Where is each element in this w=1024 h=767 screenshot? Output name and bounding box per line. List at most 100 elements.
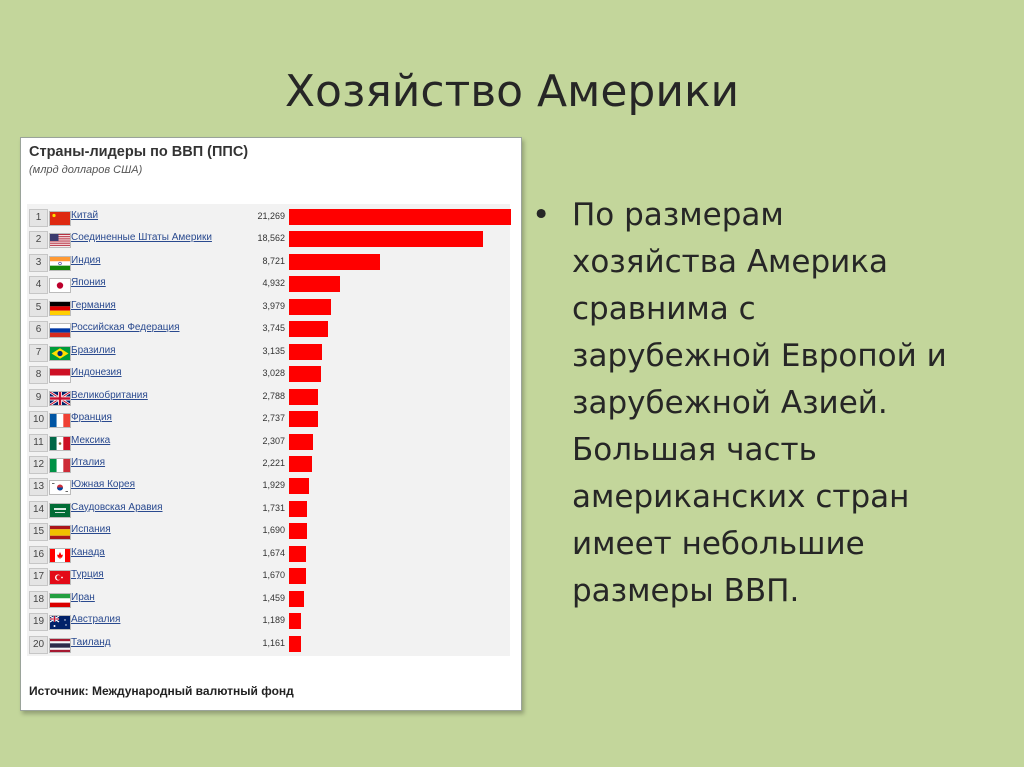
- gdp-bar: [289, 568, 307, 585]
- bullet-dot: •: [532, 197, 551, 233]
- canada-flag-icon: [49, 547, 71, 563]
- south-korea-flag-icon: [49, 480, 71, 496]
- country-link[interactable]: Турция: [71, 569, 104, 581]
- gdp-bar: [289, 366, 321, 383]
- chart-row: 8 Индонезия 3,028: [27, 363, 510, 386]
- country-link[interactable]: Соединенные Штаты Америки: [71, 232, 212, 244]
- country-link[interactable]: Франция: [71, 412, 112, 424]
- country-link[interactable]: Саудовская Аравия: [71, 501, 163, 513]
- value-label: 3,979: [262, 300, 285, 311]
- chart-row: 3 Индия 8,721: [27, 251, 510, 274]
- country-link[interactable]: Таиланд: [71, 636, 111, 648]
- gdp-bar: [289, 478, 310, 495]
- country-link[interactable]: Испания: [71, 524, 111, 536]
- rank-label: 19: [29, 613, 48, 632]
- india-flag-icon: [49, 255, 71, 271]
- chart-title: Страны-лидеры по ВВП (ППС): [29, 144, 249, 160]
- chart-row: 12 Италия 2,221: [27, 453, 510, 476]
- germany-flag-icon: [49, 300, 71, 316]
- gdp-bar: [289, 613, 302, 630]
- country-link[interactable]: Индия: [71, 254, 101, 266]
- rank-label: 6: [29, 321, 48, 340]
- value-label: 8,721: [262, 255, 285, 266]
- gdp-bar: [289, 433, 314, 450]
- value-label: 2,307: [262, 435, 285, 446]
- country-link[interactable]: Австралия: [71, 614, 121, 626]
- country-link[interactable]: Канада: [71, 546, 105, 558]
- gdp-bar: [289, 343, 322, 360]
- value-label: 1,189: [262, 615, 285, 626]
- russia-flag-icon: [49, 323, 71, 339]
- value-label: 1,731: [262, 502, 285, 513]
- saudi-arabia-flag-icon: [49, 502, 71, 518]
- gdp-bar: [289, 298, 331, 315]
- chart-row: 4 Япония 4,932: [27, 273, 510, 296]
- chart-row: 10 Франция 2,737: [27, 408, 510, 431]
- rank-label: 12: [29, 455, 48, 474]
- country-link[interactable]: Италия: [71, 456, 106, 468]
- country-link[interactable]: Российская Федерация: [71, 322, 180, 334]
- gdp-bar: [289, 545, 307, 562]
- rank-label: 7: [29, 343, 48, 362]
- rank-label: 16: [29, 545, 48, 564]
- value-label: 1,690: [262, 525, 285, 536]
- rank-label: 17: [29, 568, 48, 587]
- bullet-line: По размерам: [572, 197, 784, 233]
- chart-row: 2 Соединенные Штаты Америки 18,562: [27, 228, 510, 251]
- chart-row: 13 Южная Корея 1,929: [27, 475, 510, 498]
- chart-row: 6 Российская Федерация 3,745: [27, 318, 510, 341]
- chart-source: Источник: Международный валютный фонд: [29, 684, 294, 698]
- value-label: 1,674: [262, 547, 285, 558]
- gdp-bar: [289, 231, 483, 248]
- bullet-line: хозяйства Америка: [572, 244, 889, 280]
- country-link[interactable]: Мексика: [71, 434, 111, 446]
- chart-row: 16 Канада 1,674: [27, 543, 510, 566]
- country-link[interactable]: Великобритания: [71, 389, 148, 401]
- rank-label: 3: [29, 253, 48, 272]
- value-label: 3,135: [262, 345, 285, 356]
- country-link[interactable]: Германия: [71, 299, 116, 311]
- slide-title: Хозяйство Америки: [284, 66, 740, 117]
- country-link[interactable]: Китай: [71, 210, 99, 221]
- chart-body: 1 Китай 21,269 2 Соединенные Штаты Америки 18…: [27, 204, 511, 656]
- gdp-bar: [289, 590, 305, 607]
- gdp-bar: [289, 276, 341, 293]
- gdp-bar: [289, 411, 318, 428]
- country-link[interactable]: Южная Корея: [71, 479, 135, 491]
- brazil-flag-icon: [49, 345, 71, 361]
- indonesia-flag-icon: [49, 368, 71, 384]
- country-link[interactable]: Иран: [71, 591, 95, 603]
- france-flag-icon: [49, 413, 71, 429]
- chart-row: 1 Китай 21,269: [27, 206, 511, 229]
- bullet-line: размеры ВВП.: [572, 573, 800, 609]
- usa-flag-icon: [49, 233, 71, 249]
- gdp-bar: [289, 209, 511, 225]
- rank-label: 2: [29, 231, 48, 250]
- value-label: 4,932: [262, 278, 285, 289]
- chart-row: 11 Мексика 2,307: [27, 431, 510, 454]
- bullet-line: зарубежной Европой и: [572, 338, 947, 374]
- bullet-line: сравнима с: [572, 291, 756, 327]
- bullet-line: зарубежной Азией.: [572, 385, 888, 421]
- italy-flag-icon: [49, 457, 71, 473]
- rank-label: 1: [29, 209, 48, 227]
- uk-flag-icon: [49, 390, 71, 406]
- rank-label: 4: [29, 276, 48, 295]
- china-flag-icon: [49, 211, 71, 226]
- chart-row: 5 Германия 3,979: [27, 296, 510, 319]
- country-link[interactable]: Япония: [71, 277, 106, 289]
- value-label: 18,562: [257, 233, 285, 244]
- rank-label: 10: [29, 411, 48, 430]
- rank-label: 13: [29, 478, 48, 497]
- gdp-bar: [289, 523, 307, 540]
- rank-label: 20: [29, 635, 48, 654]
- value-label: 2,737: [262, 413, 285, 424]
- chart-row: 14 Саудовская Аравия 1,731: [27, 498, 510, 521]
- country-link[interactable]: Индонезия: [71, 367, 122, 379]
- gdp-chart-panel: Страны-лидеры по ВВП (ППС) (млрд долларо…: [20, 137, 522, 711]
- japan-flag-icon: [49, 278, 71, 294]
- country-link[interactable]: Бразилия: [71, 344, 116, 356]
- gdp-bar: [289, 321, 329, 338]
- rank-label: 11: [29, 433, 48, 452]
- gdp-bar: [289, 635, 302, 652]
